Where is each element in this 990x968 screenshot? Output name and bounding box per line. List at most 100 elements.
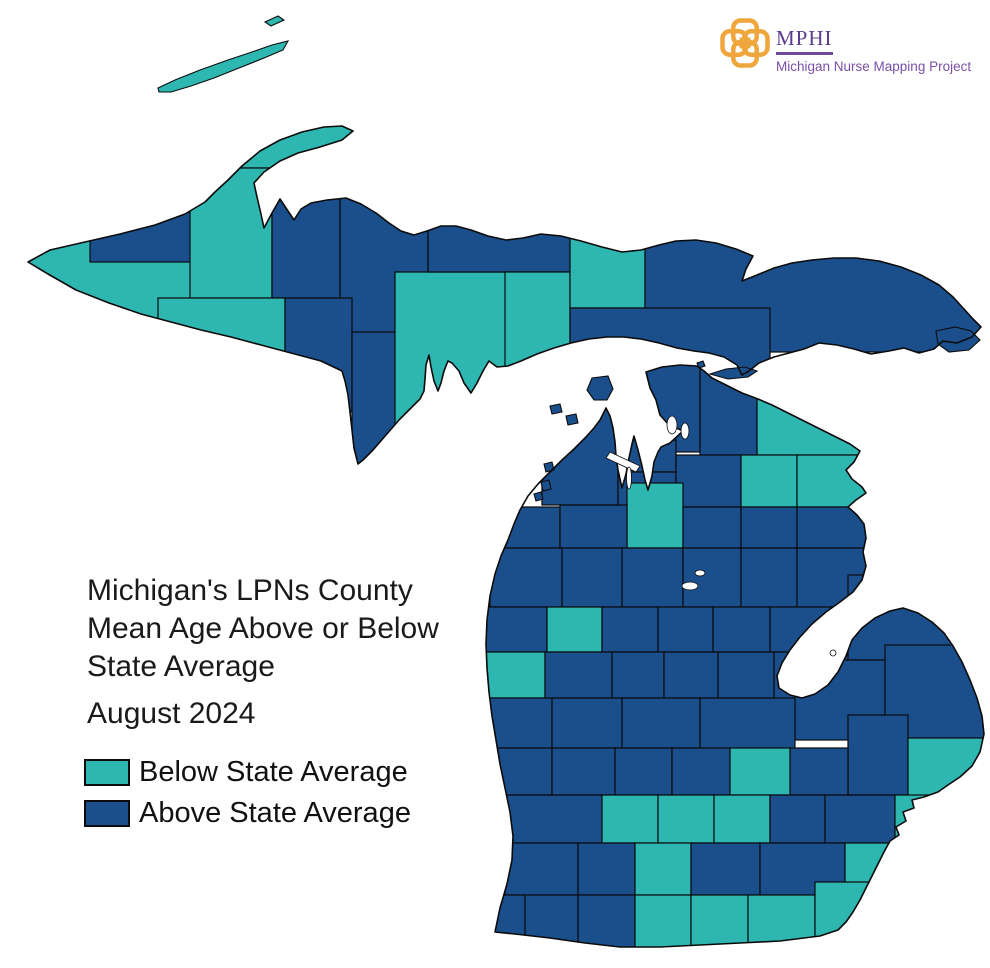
county-presque-isle[interactable] [756, 384, 886, 456]
island-high-island[interactable] [549, 403, 563, 415]
upper-peninsula-outline [27, 125, 982, 465]
lower-peninsula-counties [472, 363, 985, 950]
title-line-3: State Average [87, 650, 275, 683]
island-garden-island[interactable] [565, 413, 579, 426]
county-alcona[interactable] [796, 506, 886, 549]
island-bois-blanc-island[interactable] [708, 366, 759, 380]
island-north-manitou-island[interactable] [540, 479, 552, 492]
island-beaver-island[interactable] [586, 375, 614, 401]
legend-label-above: Above State Average [139, 797, 411, 829]
county-grand-traverse[interactable] [559, 504, 628, 549]
county-mecosta[interactable] [611, 651, 665, 699]
county-ottawa[interactable] [483, 747, 553, 796]
county-midland[interactable] [717, 651, 775, 699]
county-delta[interactable] [394, 271, 509, 443]
county-osceola[interactable] [601, 606, 659, 653]
county-st-joseph[interactable] [577, 894, 636, 950]
legend-item-below: Below State Average [84, 752, 411, 793]
county-gladwin[interactable] [712, 606, 771, 653]
county-lake[interactable] [546, 606, 603, 653]
title-date: August 2024 [87, 697, 256, 730]
mphi-knot-icon [720, 18, 770, 68]
logo-acronym: MPHI [776, 26, 833, 55]
county-iron[interactable] [157, 297, 286, 363]
county-cass[interactable] [524, 894, 579, 950]
county-hillsdale[interactable] [690, 894, 749, 950]
county-calhoun[interactable] [634, 842, 692, 896]
county-ingham[interactable] [713, 794, 771, 844]
island-isle-royale-islet[interactable] [263, 15, 286, 27]
logo-text: MPHI Michigan Nurse Mapping Project [776, 16, 971, 74]
legend-swatch-above [84, 800, 130, 827]
inland-lakes [605, 415, 837, 657]
county-gratiot[interactable] [621, 697, 701, 749]
county-berrien[interactable] [472, 894, 526, 950]
lake-higgins-lake [694, 569, 706, 577]
title-line-2: Mean Age Above or Below [87, 612, 439, 645]
county-kent[interactable] [551, 747, 616, 796]
legend-label-below: Below State Average [139, 756, 408, 788]
lake-houghton-lake [681, 581, 699, 591]
county-alpena[interactable] [796, 454, 886, 508]
county-houghton[interactable] [189, 167, 273, 299]
lower-peninsula-outline [485, 364, 985, 948]
county-st-clair[interactable] [907, 737, 985, 801]
county-wexford[interactable] [561, 547, 623, 608]
county-keweenaw[interactable] [189, 110, 369, 169]
county-montcalm[interactable] [551, 697, 623, 749]
county-eaton[interactable] [657, 794, 715, 844]
county-ionia[interactable] [614, 747, 673, 796]
county-montmorency[interactable] [740, 454, 798, 508]
island-isle-royale[interactable] [157, 40, 290, 93]
county-muskegon[interactable] [485, 697, 553, 749]
upper-peninsula-counties [28, 110, 981, 464]
county-genesee[interactable] [789, 747, 849, 796]
county-oceana[interactable] [483, 651, 546, 699]
county-jackson[interactable] [690, 842, 761, 896]
county-clare[interactable] [657, 606, 714, 653]
county-oakland[interactable] [824, 794, 896, 844]
county-lapeer[interactable] [847, 714, 909, 796]
county-monroe[interactable] [814, 881, 901, 950]
county-roscommon[interactable] [682, 547, 742, 608]
lake-torch-lake [626, 466, 632, 490]
county-missaukee[interactable] [621, 547, 684, 608]
lake-mullett-lake [680, 422, 690, 440]
knot-center-squares [739, 37, 751, 49]
county-otsego[interactable] [675, 454, 742, 508]
knot-rings [720, 18, 770, 68]
county-dickinson[interactable] [284, 297, 353, 413]
county-livingston[interactable] [769, 794, 826, 844]
county-van-buren[interactable] [504, 842, 579, 896]
county-macomb[interactable] [894, 794, 946, 844]
county-branch[interactable] [634, 894, 692, 950]
county-allegan[interactable] [499, 794, 603, 844]
county-ogemaw[interactable] [740, 547, 798, 608]
island-drummond-island[interactable] [935, 326, 981, 353]
legend-swatch-below [84, 759, 130, 786]
county-newaygo[interactable] [544, 651, 613, 699]
title-line-1: Michigan's LPNs County [87, 574, 413, 607]
lake-lake-charlevoix [605, 451, 641, 473]
county-kalamazoo[interactable] [577, 842, 636, 896]
lake-burt-lake [666, 415, 678, 435]
logo-subtitle: Michigan Nurse Mapping Project [776, 59, 972, 74]
county-emmet[interactable] [634, 363, 701, 453]
island-south-manitou-island[interactable] [533, 491, 544, 502]
county-mason[interactable] [483, 606, 548, 653]
lake-charity-island [829, 649, 837, 657]
county-barry[interactable] [601, 794, 659, 844]
county-schoolcraft[interactable] [504, 271, 571, 386]
county-clinton[interactable] [671, 747, 731, 796]
county-shiawassee[interactable] [729, 747, 791, 796]
county-isabella[interactable] [663, 651, 719, 699]
mphi-logo: MPHI Michigan Nurse Mapping Project [718, 16, 971, 74]
county-crawford[interactable] [682, 506, 742, 549]
legend: Below State Average Above State Average [84, 752, 411, 834]
islands [157, 15, 981, 502]
county-oscoda[interactable] [740, 506, 798, 549]
map-title: Michigan's LPNs County Mean Age Above or… [87, 572, 507, 733]
county-kalkaska[interactable] [626, 482, 684, 549]
